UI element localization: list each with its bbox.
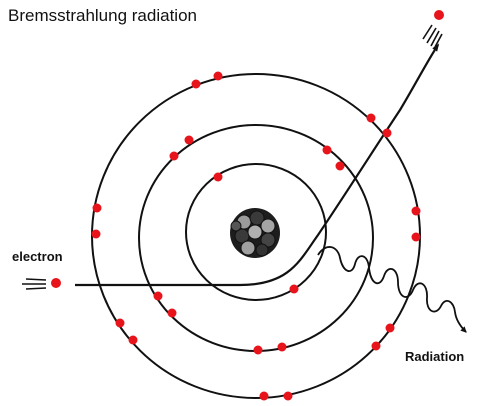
middle-shell-electron [169,151,179,161]
middle-shell-electron [167,308,177,318]
radiation-label: Radiation [405,349,465,364]
outer-shell-electron [382,128,392,138]
outer-shell-electron [91,229,101,239]
inner-shell-electron [289,284,299,294]
outgoing-motion-lines [422,24,443,48]
nucleus [230,208,280,258]
orbit-inner [185,163,327,301]
middle-shell-electron [277,342,287,352]
outer-shell-electron [371,341,381,351]
electrons [51,10,444,401]
middle-shell-electron [253,345,263,355]
outer-shell-electron [92,203,102,213]
incoming-motion-lines [22,278,47,290]
outgoing-electron [434,10,444,20]
electron-trajectory [75,43,440,287]
radiation-wave [317,246,467,333]
outer-shell-electron [191,79,201,89]
outer-shell-electron [128,335,138,345]
middle-shell-electron [322,145,332,155]
outer-shell-electron [213,71,223,81]
middle-shell-electron [184,135,194,145]
outer-shell-electron [411,232,421,242]
outer-shell-electron [283,391,293,401]
outer-shell-electron [411,206,421,216]
outer-shell-electron [366,113,376,123]
middle-shell-electron [335,161,345,171]
incoming-electron [51,278,61,288]
outer-shell-electron [385,323,395,333]
outer-shell-electron [115,318,125,328]
electron-label: electron [12,249,63,264]
middle-shell-electron [153,291,163,301]
outer-shell-electron [259,391,269,401]
diagram-title: Bremsstrahlung radiation [8,6,197,25]
inner-shell-electron [213,172,223,182]
